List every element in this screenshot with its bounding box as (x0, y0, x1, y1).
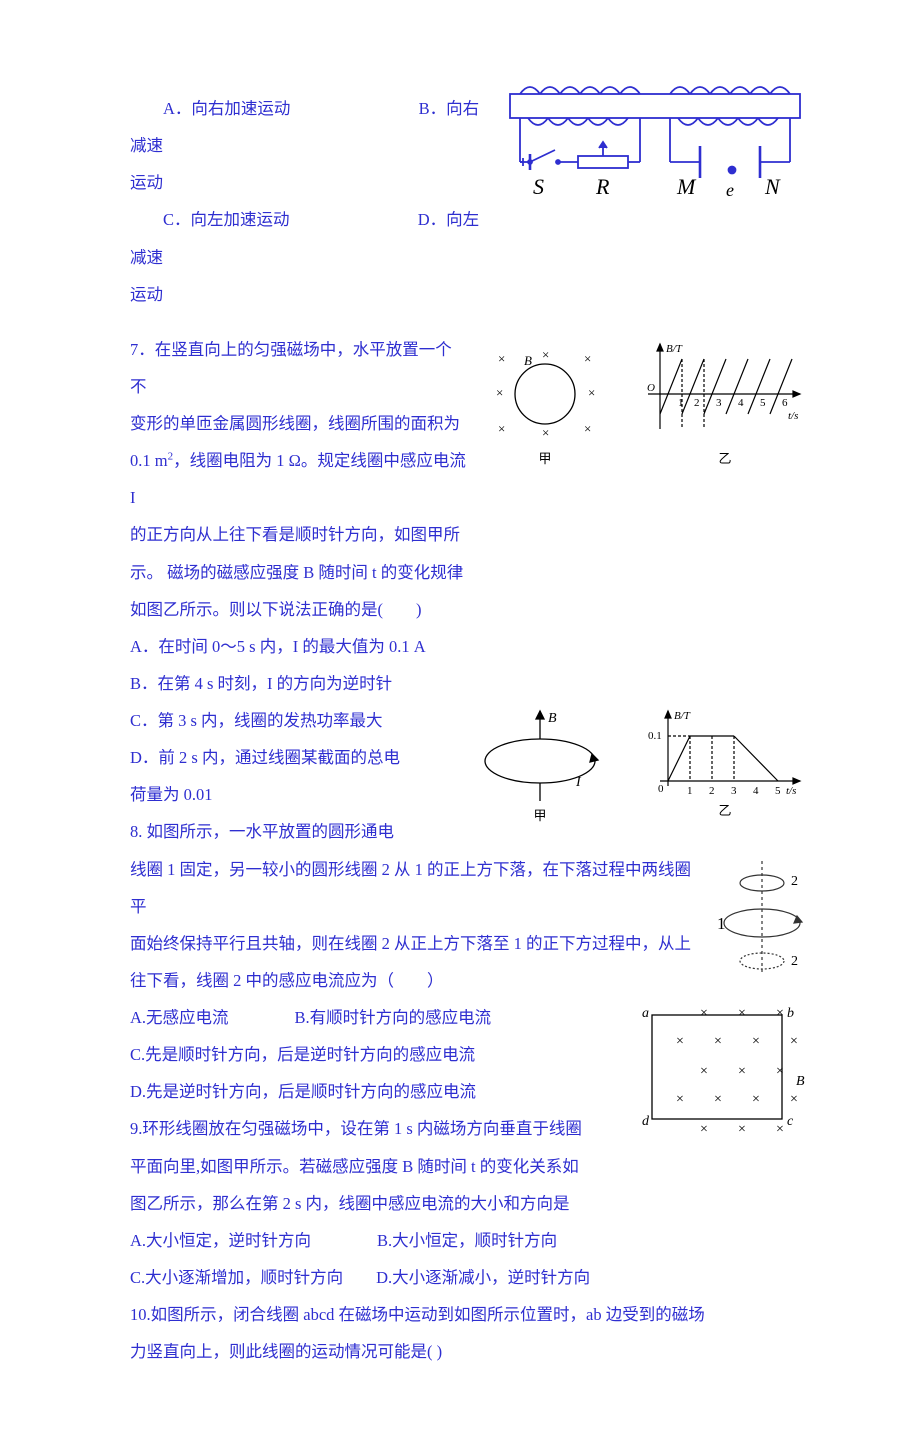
q8-coil-l2a: 2 (791, 874, 798, 889)
q7-left-cap: 甲 (480, 451, 610, 467)
q8-s4: 往下看，线圈 2 中的感应电流应为（ ） (130, 962, 810, 999)
svg-text:×: × (498, 351, 505, 366)
svg-text:×: × (790, 1034, 798, 1049)
q8-mid-left-cap: 甲 (470, 808, 610, 824)
q7-s4: 的正方向从上往下看是顺时针方向，如图甲所 (130, 516, 810, 553)
q9-figure: × × × × × × × × × × × × × × × × × a b c d B (640, 1001, 810, 1141)
q8-mr-xlab: t/s (786, 785, 796, 797)
q6-label-R: R (595, 174, 610, 199)
q6-label-S: S (533, 174, 544, 199)
q7-right-svg: B/T O 1 2 3 4 5 6 t/s (640, 339, 810, 449)
q8-s2: 线圈 1 固定，另一较小的圆形线圈 2 从 1 的正上方下落，在下落过程中两线圈… (130, 851, 810, 925)
q8-mid-right-svg: B/T 0.1 0 1 2 3 4 5 t/s (640, 706, 810, 801)
q9-s2: 平面向里,如图甲所示。若磁感应强度 B 随时间 t 的变化关系如 (130, 1148, 810, 1185)
q6-label-e: e (726, 180, 734, 200)
q8-mid-right-cap: 乙 (640, 803, 810, 819)
q7-tick-3: 3 (716, 397, 722, 409)
svg-text:×: × (584, 421, 591, 436)
q7-s5: 示。 磁场的磁感应强度 B 随时间 t 的变化规律 (130, 554, 810, 591)
q7-B: B．在第 4 s 时刻，I 的方向为逆时针 (130, 665, 810, 702)
svg-text:×: × (542, 347, 549, 362)
svg-text:×: × (542, 425, 549, 440)
q6-label-M: M (676, 174, 697, 199)
q9-s3: 图乙所示，那么在第 2 s 内，线圈中感应电流的大小和方向是 (130, 1185, 810, 1222)
q8-s3: 面始终保持平行且共轴，则在线圈 2 从正上方下落至 1 的正下方过程中，从上 (130, 925, 810, 962)
svg-text:×: × (738, 1122, 746, 1137)
q6-C: C．向左加速运动 (163, 210, 290, 229)
q6-circuit-svg: S R M e N (500, 84, 810, 204)
q8-coil-figure: 2 1 2 (715, 853, 810, 983)
q9-svg: × × × × × × × × × × × × × × × × × a b c d B (640, 1001, 810, 1141)
q7-left-svg: × × × × × × × × B (480, 339, 610, 449)
svg-text:×: × (588, 385, 595, 400)
q7-A: A．在时间 0～5 s 内，I 的最大值为 0.1 A (130, 628, 810, 665)
svg-text:×: × (584, 351, 591, 366)
q8-mid-left: B I 甲 (470, 706, 610, 824)
svg-text:×: × (714, 1092, 722, 1107)
svg-text:×: × (776, 1064, 784, 1079)
svg-text:×: × (700, 1006, 708, 1021)
svg-text:×: × (776, 1006, 784, 1021)
svg-text:×: × (700, 1122, 708, 1137)
svg-text:×: × (790, 1092, 798, 1107)
q6-figure: S R M e N (500, 84, 810, 204)
q8-coil-svg: 2 1 2 (715, 853, 810, 983)
q8-mid-right: B/T 0.1 0 1 2 3 4 5 t/s 乙 (640, 706, 810, 819)
q8-mid-left-svg: B I (470, 706, 610, 806)
q8-mr-ylab: B/T (674, 710, 691, 722)
q8-mr-x3: 3 (731, 785, 737, 797)
q9-Blab: B (796, 1074, 805, 1089)
q7-tick-4: 4 (738, 397, 744, 409)
q8-mr-ytick: 0.1 (648, 730, 662, 742)
q8-mid-left-I: I (575, 775, 582, 790)
q7-right-cap: 乙 (640, 451, 810, 467)
q8-mid-figures: B I 甲 B/T 0.1 (470, 706, 810, 824)
q7-tick-5: 5 (760, 397, 766, 409)
q9-d: d (642, 1114, 650, 1129)
q7-right-xlab: t/s (788, 410, 798, 422)
q8-mr-x2: 2 (709, 785, 715, 797)
q9-a: a (642, 1006, 649, 1021)
svg-text:×: × (676, 1034, 684, 1049)
svg-text:×: × (752, 1092, 760, 1107)
q7-right-ylab: B/T (666, 343, 683, 355)
q7-left-B: B (524, 353, 532, 368)
q8-mr-x4: 4 (753, 785, 759, 797)
svg-text:×: × (496, 385, 503, 400)
q9-A: A.大小恒定，逆时针方向 B.大小恒定，顺时针方向 (130, 1222, 810, 1259)
q9-b: b (787, 1006, 794, 1021)
q7-tick-6: 6 (782, 397, 788, 409)
svg-text:×: × (714, 1034, 722, 1049)
q8-mr-origin: 0 (658, 783, 664, 795)
q6-A: A．向右加速运动 (163, 99, 290, 118)
svg-text:×: × (776, 1122, 784, 1137)
q7-tick-2: 2 (694, 397, 700, 409)
q8-mr-x5: 5 (775, 785, 781, 797)
q7-s3a: 0.1 m (130, 451, 168, 470)
q7-s3b: ，线圈电阻为 1 Ω。规定线圈中感应电流 I (130, 451, 466, 507)
svg-text:×: × (752, 1034, 760, 1049)
q7-fig-right: B/T O 1 2 3 4 5 6 t/s 乙 (640, 339, 810, 467)
q6-label-N: N (764, 174, 781, 199)
q7-s6: 如图乙所示。则以下说法正确的是( ) (130, 591, 810, 628)
q8-coil-l2b: 2 (791, 954, 798, 969)
svg-text:×: × (700, 1064, 708, 1079)
q8-mr-x1: 1 (687, 785, 693, 797)
q6-Dtail: 运动 (130, 276, 810, 313)
q8-mid-left-B: B (548, 711, 557, 726)
svg-text:O: O (647, 382, 655, 394)
q7-fig-left: × × × × × × × × B 甲 (480, 339, 610, 467)
svg-text:×: × (738, 1006, 746, 1021)
q8-coil-l1: 1 (717, 914, 726, 933)
q7-figures: × × × × × × × × B 甲 (480, 339, 810, 467)
svg-text:×: × (676, 1092, 684, 1107)
svg-text:×: × (738, 1064, 746, 1079)
q6-optC-D: C．向左加速运动 D．向左减速 (130, 201, 810, 275)
q9-C: C.大小逐渐增加，顺时针方向 D.大小逐渐减小，逆时针方向 (130, 1259, 810, 1296)
svg-text:×: × (498, 421, 505, 436)
q9-c: c (787, 1114, 794, 1129)
q7-tick-1: 1 (678, 397, 684, 409)
q10-s2: 力竖直向上，则此线圈的运动情况可能是( ) (130, 1333, 810, 1370)
